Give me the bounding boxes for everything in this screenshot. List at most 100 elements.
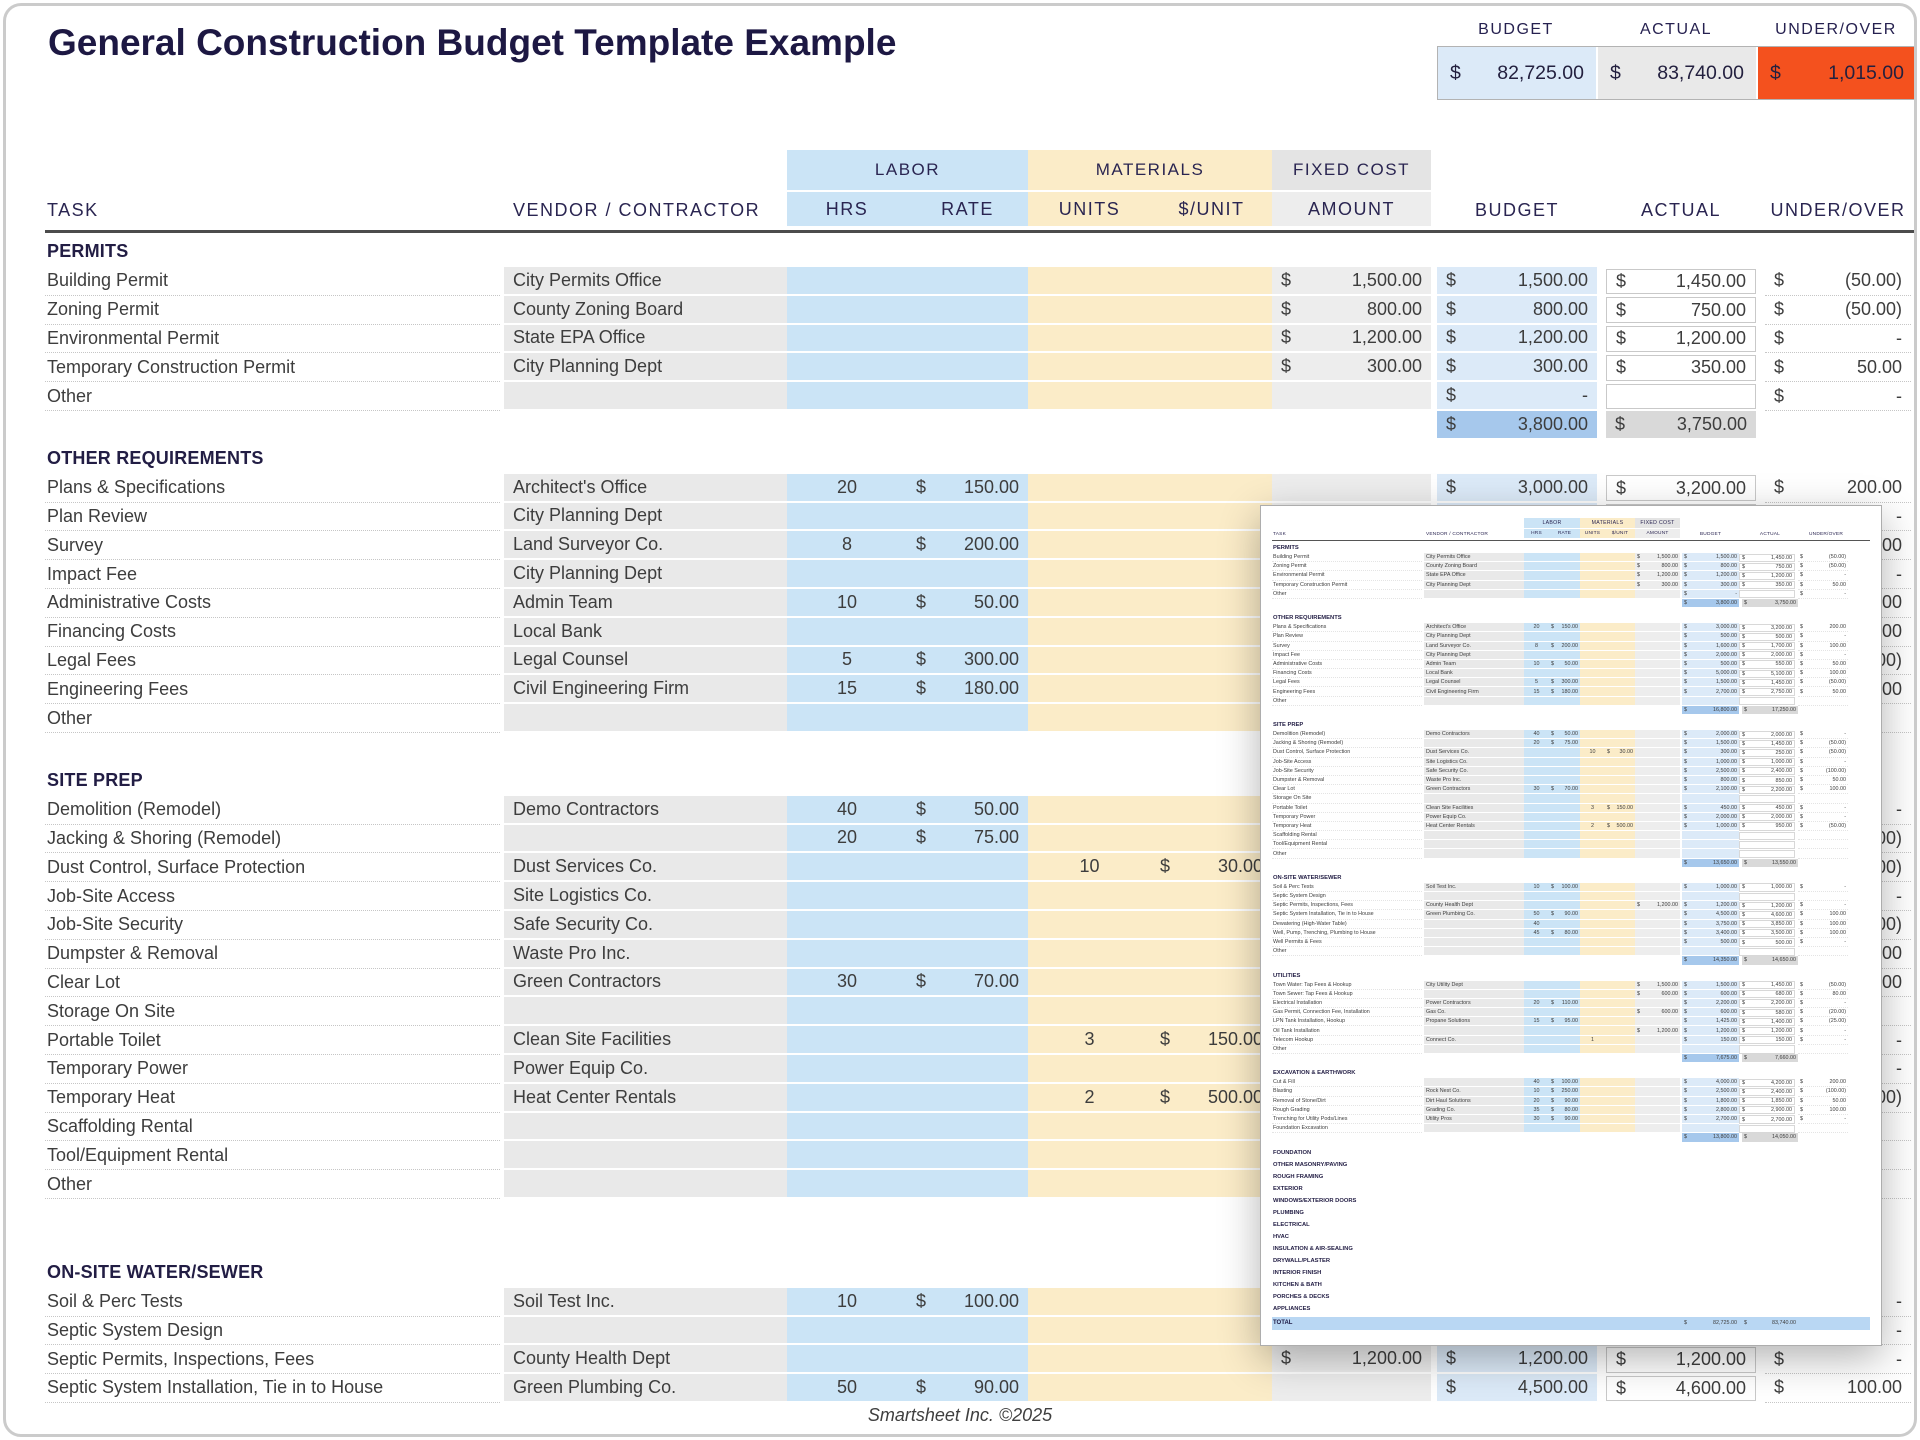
section-header-row: DRYWALL/PLASTER bbox=[1272, 1256, 1870, 1266]
actual-cell bbox=[1606, 383, 1756, 410]
rate-cell bbox=[1549, 812, 1580, 822]
units-cell bbox=[1580, 757, 1605, 767]
budget-cell: $2,200.00 bbox=[1682, 998, 1739, 1009]
budget-cell: $5,000.00 bbox=[1682, 669, 1739, 679]
under-over-cell bbox=[1798, 840, 1848, 850]
rate-cell bbox=[1549, 980, 1580, 990]
section-subtotal-row: $3,800.00 $3,750.00 bbox=[45, 410, 1915, 440]
under-over-cell: $100.00 bbox=[1798, 910, 1848, 920]
under-over-cell: $50.00 bbox=[1798, 1097, 1848, 1106]
rate-cell bbox=[907, 1316, 1028, 1346]
rate-cell: $90.00 bbox=[907, 1374, 1028, 1403]
rate-cell bbox=[907, 1112, 1028, 1142]
units-cell bbox=[1580, 998, 1605, 1009]
task-cell: Scaffolding Rental bbox=[45, 1113, 500, 1142]
section-title: OTHER REQUIREMENTS bbox=[1273, 615, 1342, 622]
units-cell bbox=[1028, 882, 1151, 911]
hrs-cell bbox=[1524, 794, 1549, 804]
subtotal-actual-cell: $14,050.00 bbox=[1742, 1133, 1798, 1143]
hrs-cell bbox=[1524, 831, 1549, 841]
unit-price-cell bbox=[1605, 1096, 1635, 1106]
section-header-row: OTHER REQUIREMENTS bbox=[1272, 613, 1870, 623]
amount-cell bbox=[1635, 919, 1680, 929]
unit-price-cell bbox=[1605, 831, 1635, 841]
amount-cell bbox=[1635, 1078, 1680, 1088]
hrs-cell bbox=[1524, 901, 1549, 911]
under-over-cell bbox=[1798, 947, 1848, 957]
task-cell: Septic System Design bbox=[1272, 892, 1422, 902]
vendor-cell: City Planning Dept bbox=[1424, 580, 1524, 590]
units-cell bbox=[1580, 589, 1605, 599]
amount-cell bbox=[1635, 1114, 1680, 1125]
rate-cell bbox=[907, 324, 1028, 354]
unit-price-cell bbox=[1605, 989, 1635, 999]
vendor-cell: State EPA Office bbox=[1424, 571, 1524, 581]
vendor-cell bbox=[1424, 794, 1524, 804]
unit-price-cell bbox=[1151, 502, 1272, 532]
task-cell: Septic Permits, Inspections, Fees bbox=[45, 1345, 500, 1375]
under-over-cell bbox=[1798, 1124, 1848, 1134]
hrs-cell bbox=[1524, 812, 1549, 822]
actual-cell bbox=[1739, 831, 1795, 840]
hrs-cell bbox=[1524, 580, 1549, 590]
hrs-column-header: HRS bbox=[787, 192, 907, 228]
amount-cell bbox=[1635, 641, 1680, 651]
table-row: Septic Permits, Inspections, Fees County … bbox=[1272, 901, 1870, 911]
hrs-cell bbox=[1524, 1008, 1549, 1018]
under-over-cell: $200.00 bbox=[1798, 1078, 1848, 1088]
unit-price-cell bbox=[1151, 267, 1272, 296]
budget-cell: $1,000.00 bbox=[1682, 821, 1739, 832]
units-cell bbox=[1580, 989, 1605, 999]
units-cell bbox=[1028, 1170, 1151, 1199]
summary-actual-value: 83,740.00 bbox=[1657, 61, 1744, 84]
rate-cell: $150.00 bbox=[1549, 623, 1580, 633]
units-cell bbox=[1580, 910, 1605, 920]
task-cell: Clear Lot bbox=[1272, 785, 1422, 795]
task-cell: LPN Tank Installation, Hookup bbox=[1272, 1017, 1422, 1027]
task-cell: Demolition (Remodel) bbox=[1272, 730, 1422, 740]
actual-cell bbox=[1739, 697, 1795, 706]
amount-cell bbox=[1635, 696, 1680, 706]
amount-cell bbox=[1635, 998, 1680, 1009]
rate-cell bbox=[1549, 696, 1580, 706]
unit-price-cell bbox=[1605, 589, 1635, 599]
rate-cell: $50.00 bbox=[1549, 730, 1580, 740]
subtotal-actual-cell: $7,660.00 bbox=[1742, 1054, 1798, 1064]
under-over-cell: $ (20.00) bbox=[1798, 1008, 1848, 1018]
vendor-cell: Admin Team bbox=[1424, 659, 1524, 670]
amount-cell: $300.00 bbox=[1635, 580, 1680, 590]
units-cell bbox=[1580, 980, 1605, 990]
hrs-cell bbox=[787, 1083, 907, 1113]
section-header-row: KITCHEN & BATH bbox=[1272, 1280, 1870, 1290]
under-over-cell: $(100.00) bbox=[1798, 1087, 1848, 1097]
section-header-row: FOUNDATION bbox=[1272, 1148, 1870, 1158]
budget-cell bbox=[1682, 696, 1739, 706]
section-subtotal-row: $3,800.00 $3,750.00 bbox=[1272, 598, 1870, 609]
amount-cell bbox=[1635, 794, 1680, 804]
amount-cell bbox=[1635, 910, 1680, 920]
budget-cell: $4,000.00 bbox=[1682, 1078, 1739, 1088]
header-rule bbox=[1272, 540, 1870, 541]
units-cell bbox=[1580, 632, 1605, 642]
rate-cell: $90.00 bbox=[1549, 1114, 1580, 1125]
vendor-cell: State EPA Office bbox=[504, 324, 787, 354]
unit-price-cell bbox=[1151, 531, 1272, 561]
actual-cell: $3,850.00 bbox=[1739, 920, 1795, 929]
sheet-preview-overlay[interactable]: LABOR MATERIALS FIXED COST TASK VENDOR / CON… bbox=[1260, 505, 1882, 1346]
vendor-cell bbox=[1424, 849, 1524, 859]
task-column-header: TASK bbox=[1273, 531, 1286, 537]
actual-cell: $1,450.00 bbox=[1739, 553, 1795, 562]
fixed-cost-group-header: FIXED COST bbox=[1635, 518, 1680, 529]
unit-price-cell bbox=[1151, 324, 1272, 354]
task-cell: Environmental Permit bbox=[1272, 571, 1422, 581]
amount-cell: $1,500.00 bbox=[1635, 553, 1680, 563]
labor-group-header: LABOR bbox=[1524, 518, 1580, 529]
budget-cell: $500.00 bbox=[1682, 659, 1739, 670]
units-cell bbox=[1580, 1096, 1605, 1106]
task-cell: Portable Toilet bbox=[45, 1026, 500, 1055]
vendor-cell bbox=[504, 1112, 787, 1142]
unit-price-cell bbox=[1605, 980, 1635, 990]
under-over-cell bbox=[1798, 831, 1848, 841]
task-cell: Job-Site Access bbox=[45, 882, 500, 911]
summary-actual-header: ACTUAL bbox=[1639, 21, 1713, 38]
